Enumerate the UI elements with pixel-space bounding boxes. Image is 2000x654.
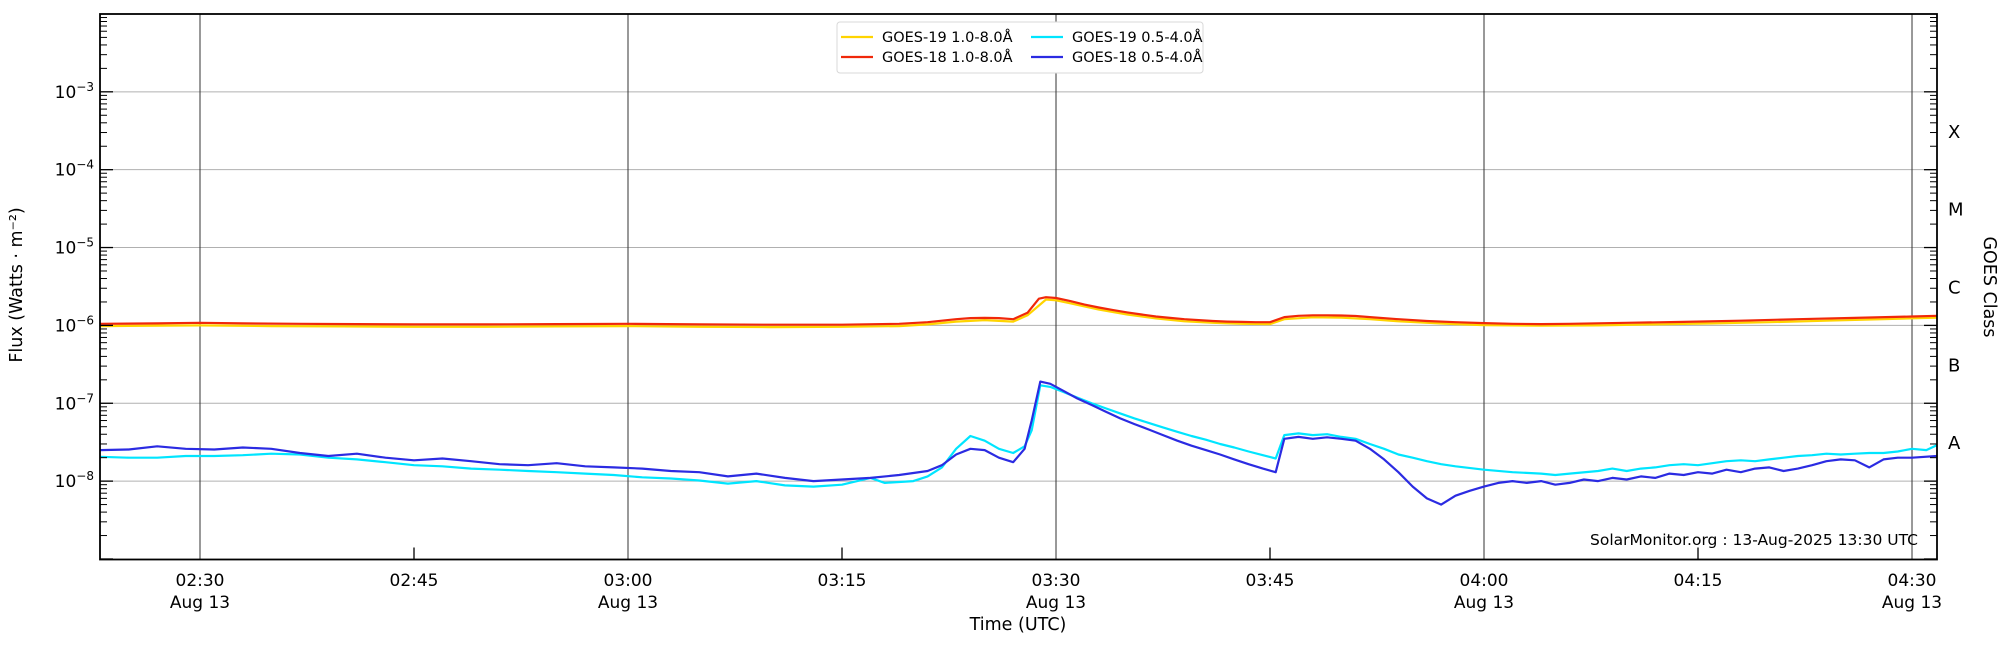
- y-tick-label: 10−4: [55, 158, 94, 181]
- legend-label-goes19-short: GOES-19 0.5-4.0Å: [1072, 29, 1203, 46]
- goes-class-label: M: [1948, 200, 1964, 221]
- series-line-goes-18-1-0-8-0-: [100, 296, 1937, 326]
- legend-box: [836, 21, 1204, 74]
- series-line-goes-19-1-0-8-0-: [100, 298, 1937, 329]
- x-tick-sublabel: Aug 13: [1454, 593, 1514, 613]
- plot-border: [99, 13, 1938, 561]
- goes-class-label: A: [1948, 433, 1961, 454]
- series-line-goes-18-0-5-4-0-: [100, 380, 1937, 506]
- y-tick-label: 10−5: [55, 236, 94, 259]
- x-tick-label: 02:30: [176, 571, 225, 591]
- x-tick-label: 02:45: [390, 571, 439, 591]
- y-tick-label: 10−7: [55, 391, 94, 414]
- x-tick-sublabel: Aug 13: [170, 593, 230, 613]
- y-tick-label: 10−8: [55, 469, 94, 492]
- data-series: [100, 296, 1937, 506]
- x-tick-label: 03:30: [1032, 571, 1081, 591]
- legend-label-goes19-long: GOES-19 1.0-8.0Å: [882, 29, 1013, 46]
- x-tick-label: 03:45: [1246, 571, 1295, 591]
- y-axis-title-right: GOES Class: [1979, 236, 1999, 337]
- x-tick-label: 04:00: [1460, 571, 1509, 591]
- y-tick-label: 10−6: [55, 313, 94, 336]
- goes-class-label: X: [1948, 122, 1960, 143]
- goes-class-label: C: [1948, 277, 1961, 298]
- x-tick-label: 04:15: [1674, 571, 1723, 591]
- x-axis-title: Time (UTC): [969, 615, 1067, 635]
- y-tick-label: 10−3: [55, 80, 94, 103]
- legend-label-goes18-long: GOES-18 1.0-8.0Å: [882, 49, 1013, 66]
- x-tick-sublabel: Aug 13: [598, 593, 658, 613]
- credit-annotation: SolarMonitor.org : 13-Aug-2025 13:30 UTC: [1590, 531, 1918, 549]
- x-tick-label: 03:00: [604, 571, 653, 591]
- goes-class-label: B: [1948, 355, 1960, 376]
- x-tick-sublabel: Aug 13: [1026, 593, 1086, 613]
- x-tick-label: 04:30: [1888, 571, 1937, 591]
- x-tick-label: 03:15: [818, 571, 867, 591]
- x-tick-sublabel: Aug 13: [1882, 593, 1942, 613]
- y-axis-title-left: Flux (Watts · m⁻²): [7, 207, 27, 362]
- series-line-goes-19-0-5-4-0-: [100, 384, 1937, 488]
- legend: GOES-19 1.0-8.0Å GOES-18 1.0-8.0Å GOES-1…: [836, 21, 1204, 74]
- legend-label-goes18-short: GOES-18 0.5-4.0Å: [1072, 49, 1203, 66]
